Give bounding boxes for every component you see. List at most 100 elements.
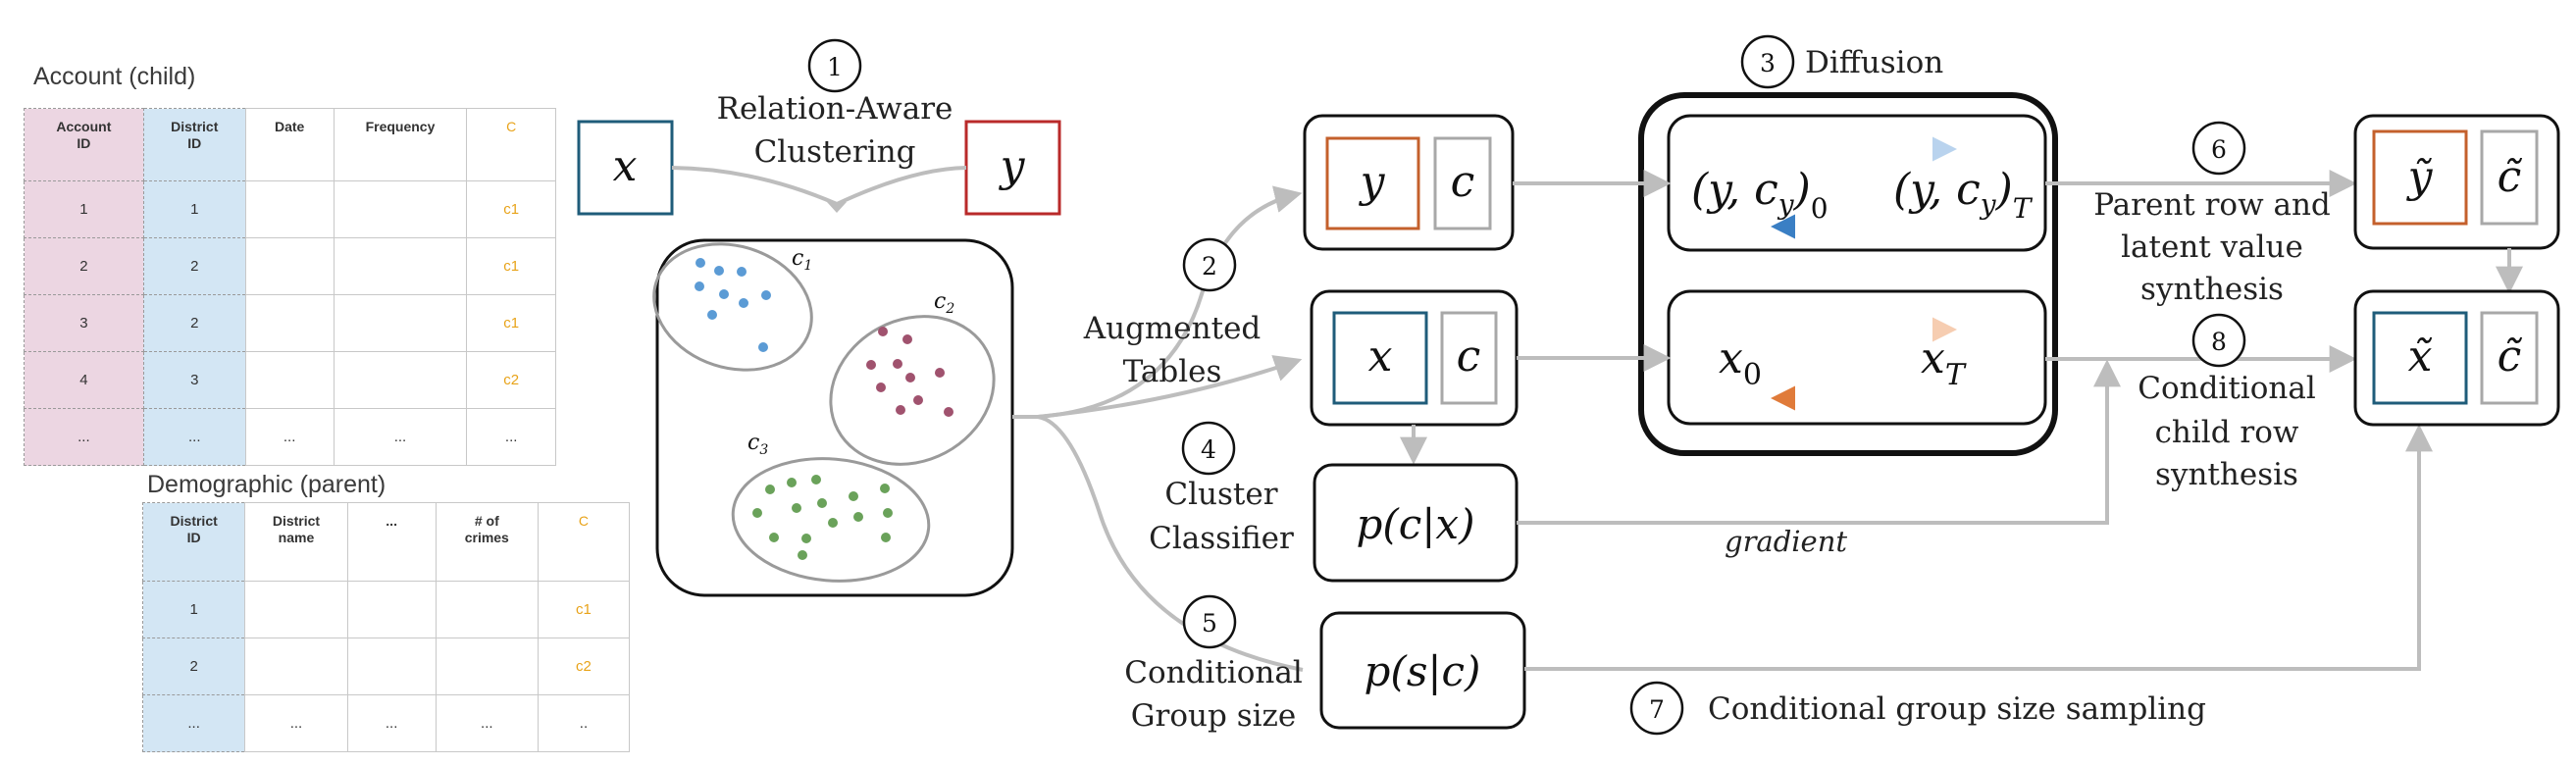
table-row: ... ... ... ... ... [24,408,556,466]
table-row: 3 2 c1 [24,294,556,352]
xc-c-box [1440,311,1498,405]
table-row: 2 c2 [141,638,631,695]
x-input-box [577,120,674,216]
cluster-point [853,512,863,522]
xc-c-symbol: c [1457,332,1481,382]
cluster-point [761,290,771,300]
parent-output-c-symbol: c̃ [2498,152,2523,202]
table-cell: ... [24,408,144,466]
cluster-point [714,266,724,276]
table-cell: c1 [537,581,631,638]
cluster-point [866,360,876,370]
table-cell [244,351,335,409]
step-4-label-line1: Cluster [1164,477,1277,512]
step-4-badge [1181,421,1236,476]
group-size-sampling-connector [1524,424,2433,671]
parent-header-district-id: District ID [141,502,246,582]
child-header-c: C [466,108,556,181]
table-cell: 2 [24,237,144,295]
cluster-point [913,395,923,405]
child-table: Account ID District ID Date Frequency C 1 … [24,108,556,466]
step-6-badge [2191,121,2246,176]
cluster-2-label: c2 [934,289,954,317]
table-cell: ... [466,408,556,466]
table-cell [346,638,437,695]
table-cell: 3 [142,351,246,409]
table-cell: c1 [466,237,556,295]
child-output-x-box [2372,311,2468,405]
child-output-c-symbol: c̃ [2498,332,2523,382]
connector-x-to-cluster [671,166,838,206]
parent-output-c-box [2480,129,2539,226]
cluster-point [719,289,729,299]
step-6-label-line3: synthesis [2140,272,2284,307]
parent-header-ellipsis: ... [346,502,437,582]
connector-to-group-size [1037,415,1304,672]
table-cell [435,638,539,695]
step-6-label-line2: latent value [2121,230,2303,265]
gradient-label: gradient [1725,525,1847,558]
table-cell: 2 [142,294,246,352]
cluster-point [880,484,890,493]
table-cell: c2 [537,638,631,695]
xc-x-symbol: x [1368,332,1393,382]
cluster-merge-arrowhead [827,202,847,213]
connector-to-yc [1037,185,1303,419]
step-8-label-line1: Conditional [2138,371,2316,406]
table-cell [333,237,468,295]
step-5-label-line1: Conditional [1124,655,1303,690]
step-8-label-line2: child row [2155,415,2299,450]
step-2-label-line2: Tables [1123,354,1222,389]
cluster-3-outline [731,457,931,583]
cluster-point [737,267,747,277]
child-header-district-id: District ID [142,108,246,181]
step-2-label-line1: Augmented [1083,311,1262,346]
cluster-3-points [752,475,893,560]
cluster-point [876,382,886,392]
child-header-date: Date [244,108,335,181]
table-cell: 2 [142,237,246,295]
table-cell: c2 [466,351,556,409]
step-6-label-line1: Parent row and [2093,187,2331,223]
yc-c-symbol: c [1451,157,1475,207]
table-cell [244,294,335,352]
step-7-badge [1629,681,1684,736]
cluster-point [883,508,893,518]
table-cell: ... [141,694,246,752]
table-cell: 2 [141,638,246,695]
cluster-point [849,491,858,501]
cluster-point [935,368,945,378]
cluster-point [944,407,953,417]
cluster-1-outline [652,242,813,372]
parent-header-c: C [537,502,631,582]
cluster-point [792,503,801,513]
connector-to-xc [1037,355,1303,419]
step-4-number: 4 [1201,435,1216,464]
step-1-badge [807,38,862,93]
cluster-point [902,334,912,344]
table-cell: ... [142,408,246,466]
step-8-badge [2191,313,2246,368]
table-cell: ... [333,408,468,466]
parent-table: District ID District name ... # of crimes C… [141,502,631,752]
table-cell [244,581,348,638]
step-7-label: Conditional group size sampling [1708,691,2206,727]
y-input-box [964,120,1061,216]
parent-output-y-box [2372,129,2468,226]
classifier-formula: p(c|x) [1356,500,1474,548]
step-4-label-line2: Classifier [1149,521,1294,556]
table-cell [435,581,539,638]
table-cell: 3 [24,294,144,352]
cluster-point [905,373,915,382]
cluster-point [758,342,768,352]
cluster-2-outline [829,315,996,466]
step-6-number: 6 [2211,135,2227,164]
step-5-badge [1182,594,1237,649]
step-3-badge [1740,34,1795,89]
cluster-point [878,327,888,336]
step-1-label-line1: Relation-Aware [717,91,953,127]
step-5-label-line2: Group size [1131,698,1296,734]
step-2-number: 2 [1202,252,1217,280]
cluster-point [798,550,807,560]
